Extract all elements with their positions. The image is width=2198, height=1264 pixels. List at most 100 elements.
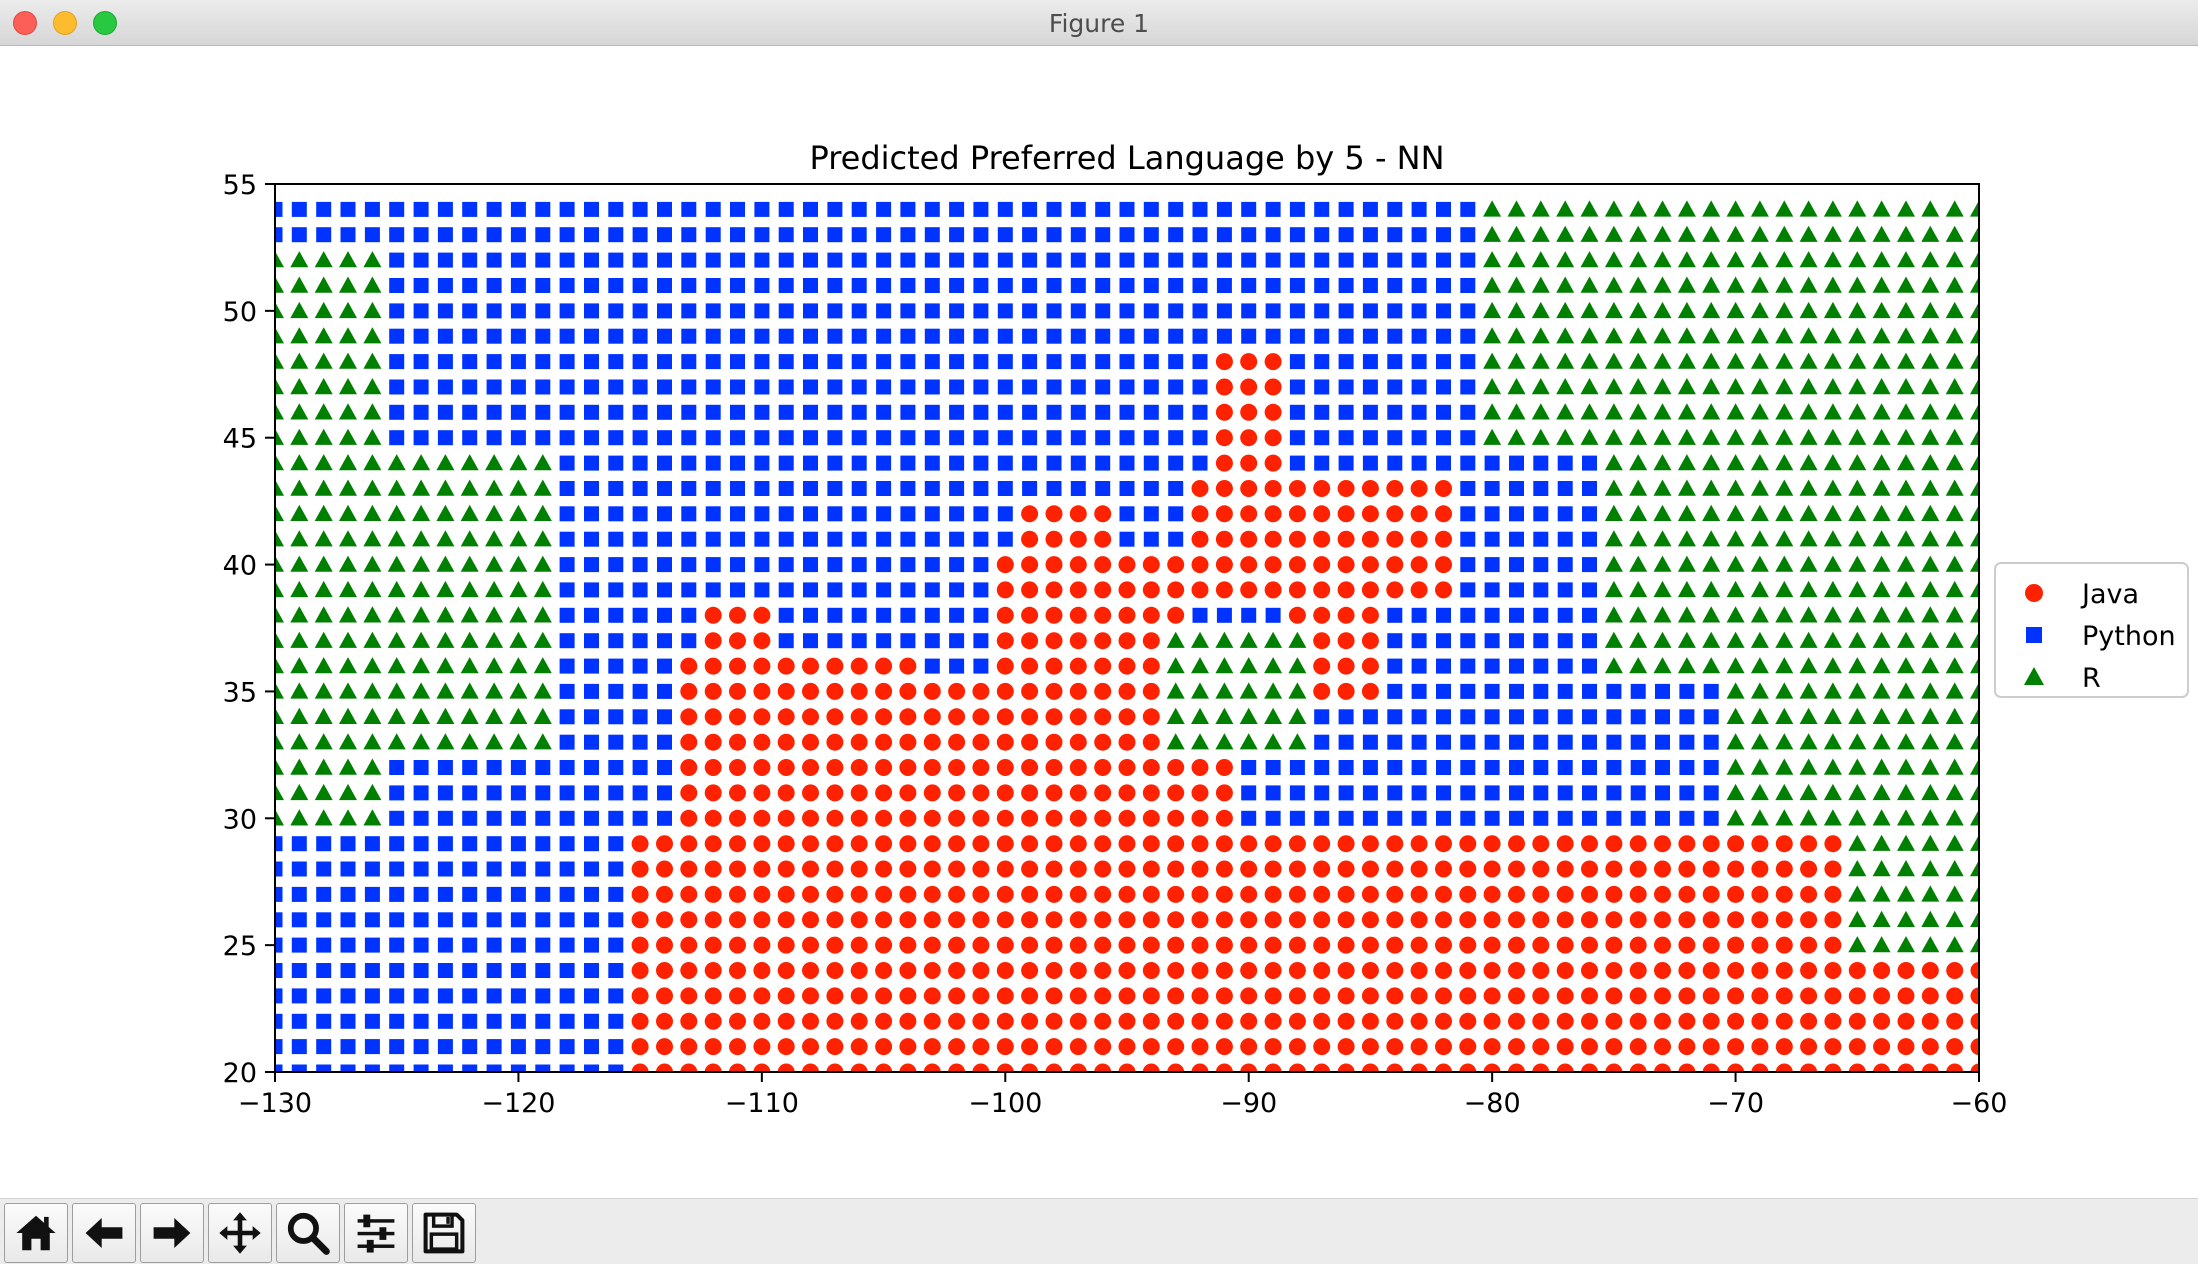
- marker-java: [753, 1063, 771, 1072]
- marker-java: [680, 936, 698, 954]
- marker-java: [1069, 835, 1087, 853]
- marker-python: [851, 481, 867, 496]
- marker-python: [657, 506, 672, 522]
- marker-java: [1897, 962, 1915, 979]
- marker-java: [1337, 530, 1355, 548]
- marker-java: [1873, 1012, 1891, 1030]
- window-minimize-button[interactable]: [53, 11, 77, 35]
- marker-r: [314, 454, 333, 471]
- marker-r: [1945, 707, 1964, 724]
- marker-python: [1119, 481, 1135, 496]
- marker-java: [1410, 911, 1428, 929]
- marker-r: [1799, 200, 1818, 217]
- marker-python: [559, 481, 575, 496]
- marker-python: [657, 582, 672, 598]
- marker-python: [340, 1039, 356, 1055]
- marker-java: [1288, 962, 1306, 979]
- pan-button[interactable]: [208, 1203, 272, 1263]
- marker-python: [754, 531, 770, 547]
- marker-r: [1799, 580, 1818, 598]
- marker-python: [559, 252, 575, 268]
- marker-r: [1677, 555, 1696, 572]
- marker-java: [948, 1063, 966, 1072]
- marker-r: [339, 530, 357, 547]
- marker-r: [1945, 809, 1964, 826]
- marker-r: [1897, 860, 1915, 877]
- marker-r: [1166, 631, 1185, 648]
- marker-python: [462, 912, 478, 928]
- marker-java: [1337, 632, 1355, 650]
- marker-python: [462, 303, 478, 319]
- marker-java: [875, 962, 893, 979]
- marker-python: [1143, 404, 1159, 420]
- marker-python: [924, 430, 940, 446]
- marker-java: [1094, 936, 1112, 954]
- marker-python: [1582, 785, 1597, 801]
- marker-python: [924, 481, 940, 496]
- marker-r: [1945, 352, 1964, 369]
- marker-python: [1509, 506, 1524, 522]
- home-button[interactable]: [4, 1203, 68, 1263]
- marker-java: [1240, 403, 1258, 421]
- window-close-button[interactable]: [13, 11, 37, 35]
- zoom-button[interactable]: [276, 1203, 340, 1263]
- marker-java: [1508, 987, 1525, 1005]
- marker-java: [704, 759, 722, 776]
- marker-r: [1897, 428, 1915, 445]
- marker-java: [1191, 987, 1209, 1005]
- marker-python: [851, 252, 867, 268]
- marker-python: [1070, 354, 1086, 370]
- marker-python: [437, 227, 453, 243]
- marker-java: [631, 962, 649, 979]
- marker-python: [803, 278, 818, 293]
- marker-java: [1435, 530, 1452, 548]
- marker-r: [1677, 530, 1696, 547]
- window-zoom-button[interactable]: [93, 11, 117, 35]
- marker-python: [827, 278, 843, 293]
- marker-python: [730, 354, 745, 370]
- save-button[interactable]: [412, 1203, 476, 1263]
- marker-java: [1848, 1012, 1866, 1030]
- marker-r: [1848, 225, 1867, 242]
- marker-java: [1045, 733, 1063, 751]
- marker-java: [875, 885, 893, 903]
- marker-python: [827, 404, 843, 420]
- marker-python: [632, 633, 648, 649]
- arrow-left-icon: [85, 1218, 123, 1248]
- marker-java: [1629, 885, 1647, 903]
- forward-button[interactable]: [140, 1203, 204, 1263]
- marker-python: [1046, 252, 1062, 268]
- marker-java: [1191, 936, 1209, 954]
- marker-python: [1460, 354, 1476, 370]
- marker-r: [1507, 301, 1526, 319]
- back-button[interactable]: [72, 1203, 136, 1263]
- marker-java: [1288, 885, 1306, 903]
- marker-r: [1848, 454, 1867, 471]
- marker-r: [1823, 758, 1842, 775]
- marker-r: [1872, 301, 1891, 319]
- marker-python: [657, 379, 672, 395]
- marker-java: [680, 1038, 698, 1056]
- marker-java: [753, 885, 771, 903]
- marker-python: [803, 252, 818, 268]
- marker-python: [997, 278, 1013, 293]
- marker-python: [754, 481, 770, 496]
- marker-java: [753, 682, 771, 700]
- marker-java: [1288, 1038, 1306, 1056]
- marker-python: [997, 379, 1013, 395]
- marker-r: [339, 657, 357, 674]
- marker-python: [584, 658, 599, 674]
- marker-python: [1436, 430, 1451, 446]
- marker-r: [1848, 783, 1867, 801]
- configure-subplots-button[interactable]: [344, 1203, 408, 1263]
- marker-python: [559, 861, 575, 877]
- marker-java: [1264, 987, 1282, 1005]
- marker-java: [656, 936, 673, 954]
- marker-python: [1362, 201, 1378, 217]
- marker-python: [657, 404, 672, 420]
- marker-r: [1872, 707, 1891, 724]
- marker-java: [1288, 1063, 1306, 1072]
- marker-java: [1361, 962, 1379, 979]
- marker-java: [1678, 1012, 1696, 1030]
- marker-java: [1605, 885, 1623, 903]
